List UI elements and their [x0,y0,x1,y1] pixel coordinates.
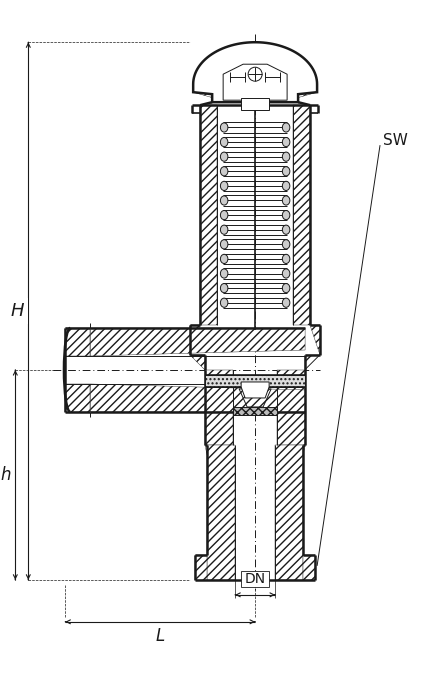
Text: h: h [0,466,10,484]
Ellipse shape [221,152,228,161]
Polygon shape [223,64,287,100]
Ellipse shape [283,254,290,263]
Polygon shape [205,445,207,455]
Polygon shape [193,42,317,102]
Ellipse shape [221,196,228,205]
Ellipse shape [221,239,228,249]
Bar [241,570,269,587]
Ellipse shape [221,211,228,220]
Ellipse shape [283,284,290,293]
Ellipse shape [283,167,290,176]
Ellipse shape [283,269,290,278]
Ellipse shape [283,196,290,205]
Polygon shape [241,382,269,398]
Polygon shape [90,328,305,356]
Ellipse shape [221,137,228,147]
Polygon shape [289,84,317,100]
Polygon shape [205,370,233,445]
Polygon shape [303,445,305,455]
Polygon shape [65,328,90,356]
Polygon shape [65,384,90,412]
Ellipse shape [283,181,290,190]
Ellipse shape [283,137,290,147]
Ellipse shape [221,225,228,234]
Ellipse shape [221,254,228,263]
Polygon shape [207,445,235,580]
Polygon shape [293,105,310,325]
Ellipse shape [221,181,228,190]
Bar [233,407,277,415]
Ellipse shape [283,225,290,234]
Text: SW: SW [383,132,408,148]
Polygon shape [310,325,320,355]
Polygon shape [200,105,217,325]
Polygon shape [305,355,320,370]
Text: DN: DN [245,572,266,586]
Text: H: H [10,302,24,320]
Ellipse shape [221,284,228,293]
Ellipse shape [221,123,228,132]
Ellipse shape [283,298,290,307]
Polygon shape [195,555,207,580]
Polygon shape [90,384,305,412]
Bar [241,98,269,110]
Polygon shape [190,355,205,370]
Text: DN: DN [245,572,266,586]
Ellipse shape [221,167,228,176]
Polygon shape [277,370,305,445]
Bar [205,375,305,387]
Polygon shape [193,84,221,100]
Polygon shape [303,555,315,580]
Ellipse shape [221,298,228,307]
Ellipse shape [221,269,228,278]
Polygon shape [239,389,271,407]
Polygon shape [275,445,303,580]
Polygon shape [190,325,200,355]
Ellipse shape [283,123,290,132]
Ellipse shape [283,239,290,249]
Ellipse shape [283,211,290,220]
Ellipse shape [283,152,290,161]
Text: L: L [156,626,165,645]
